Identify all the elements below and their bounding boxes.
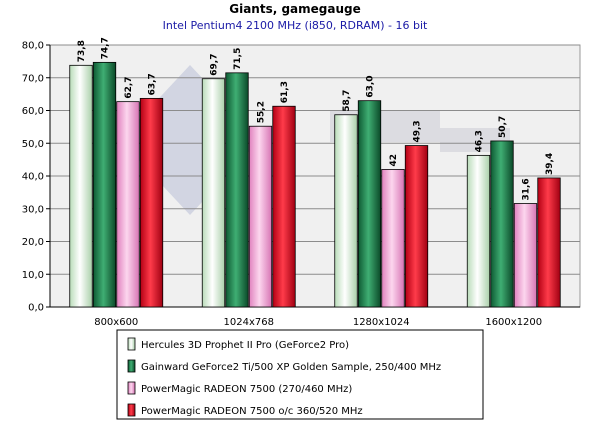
y-tick-label: 50,0 [22,139,44,150]
legend-swatch [127,359,136,373]
bar [116,101,140,308]
data-label: 55,2 [257,101,267,123]
data-label: 61,3 [280,81,290,103]
bar [404,145,429,308]
legend-label: Gainward GeForce2 Ti/500 XP Golden Sampl… [141,362,441,373]
data-label: 46,3 [475,130,485,152]
bar [490,140,514,308]
bar [334,114,358,308]
category-label: 1024x768 [224,317,274,328]
data-label: 74,7 [101,37,111,59]
chart-title: Giants, gamegauge [229,2,361,16]
data-label: 71,5 [233,48,243,70]
data-label: 73,8 [77,40,87,62]
legend-swatch [127,403,136,417]
bar [381,169,405,308]
legend-label: PowerMagic RADEON 7500 o/c 360/520 MHz [141,406,363,417]
data-label: 31,6 [522,178,532,200]
y-tick-label: 60,0 [22,106,44,117]
bar [466,154,491,308]
data-label: 62,7 [124,76,134,98]
y-tick-label: 30,0 [22,204,44,215]
legend-label: PowerMagic RADEON 7500 (270/460 MHz) [141,384,352,395]
y-tick-label: 10,0 [22,270,44,281]
bar [513,203,538,308]
bar [139,97,164,308]
data-label: 69,7 [210,54,220,76]
bar [201,78,226,308]
legend [116,329,484,420]
legend-swatch [127,381,136,395]
bar [537,177,561,308]
category-label: 800x600 [94,317,138,328]
chart-subtitle: Intel Pentium4 2100 MHz (i850, RDRAM) - … [163,19,428,32]
legend-label: Hercules 3D Prophet II Pro (GeForce2 Pro… [141,340,349,351]
bar [225,72,249,308]
bar [69,64,93,308]
y-tick-label: 0,0 [28,303,44,314]
y-tick-label: 20,0 [22,237,44,248]
bar [248,125,273,308]
data-label: 39,4 [545,153,555,175]
y-tick-label: 70,0 [22,73,44,84]
data-label: 49,3 [413,120,423,142]
data-label: 63,7 [148,73,158,95]
data-labels: 73,8 74,7 62,7 63,7 69,7 71,5 55,2 61,3 58,7 63,0… [77,37,555,200]
category-label: 1600x1200 [485,317,542,328]
bars [69,61,561,308]
data-label: 58,7 [342,90,352,112]
data-label: 63,0 [366,75,376,97]
y-tick-label: 80,0 [22,41,44,52]
bar [272,105,296,308]
bar [92,61,117,308]
data-label: 42 [389,154,399,167]
legend-items: Hercules 3D Prophet II Pro (GeForce2 Pro… [127,337,441,417]
category-label: 1280x1024 [353,317,410,328]
y-tick-label: 40,0 [22,172,44,183]
legend-swatch [127,337,136,351]
bar [357,100,382,308]
data-label: 50,7 [498,116,508,138]
x-axis-categories: 800x600 1024x768 1280x1024 1600x1200 [94,317,542,328]
